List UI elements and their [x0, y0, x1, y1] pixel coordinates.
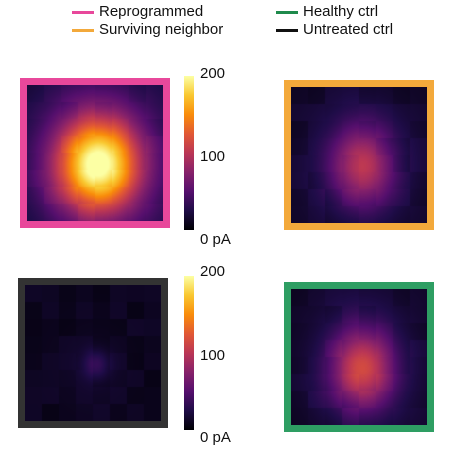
colorbar-top — [184, 76, 194, 230]
legend-label-surviving-neighbor: Surviving neighbor — [99, 21, 224, 38]
colorbar-top-tick-0: 0 pA — [200, 231, 231, 248]
legend-item-reprogrammed: Reprogrammed — [72, 4, 203, 20]
legend-label-reprogrammed: Reprogrammed — [99, 3, 204, 20]
heatmap-canvas-untreated-ctrl — [25, 285, 161, 421]
legend-item-healthy-ctrl: Healthy ctrl — [276, 4, 378, 20]
heatmap-panel-untreated-ctrl — [18, 278, 168, 428]
heatmap-canvas-surviving-neighbor — [291, 87, 427, 223]
heatmap-panel-reprogrammed — [20, 78, 170, 228]
heatmap-canvas-reprogrammed — [27, 85, 163, 221]
colorbar-bottom-tick-100: 100 — [200, 347, 226, 364]
legend-swatch-surviving-neighbor — [72, 28, 94, 32]
colorbar-bottom-tick-0: 0 pA — [200, 429, 231, 446]
colorbar-top-tick-100: 100 — [200, 148, 226, 165]
legend-swatch-reprogrammed — [72, 10, 94, 14]
heatmap-canvas-healthy-ctrl — [291, 289, 427, 425]
heatmap-panel-surviving-neighbor — [284, 80, 434, 230]
legend-swatch-untreated-ctrl — [276, 28, 298, 32]
colorbar-bottom — [184, 276, 194, 430]
heatmap-panel-healthy-ctrl — [284, 282, 434, 432]
colorbar-bottom-tick-200: 200 — [200, 263, 226, 280]
colorbar-top-tick-200: 200 — [200, 65, 226, 82]
legend-label-untreated-ctrl: Untreated ctrl — [303, 21, 394, 38]
legend-item-untreated-ctrl: Untreated ctrl — [276, 22, 393, 38]
legend-label-healthy-ctrl: Healthy ctrl — [303, 3, 379, 20]
legend-swatch-healthy-ctrl — [276, 10, 298, 14]
legend-item-surviving-neighbor: Surviving neighbor — [72, 22, 223, 38]
